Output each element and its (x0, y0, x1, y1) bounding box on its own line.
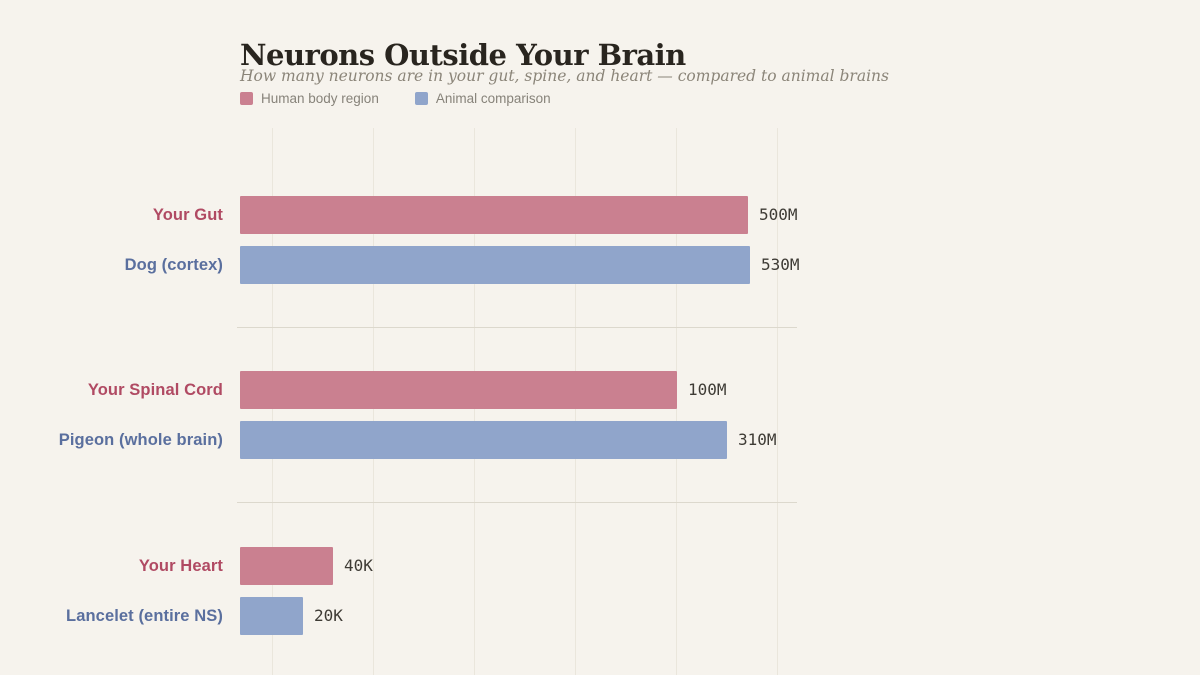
bar-animal (240, 421, 727, 459)
legend-swatch-animal (414, 92, 428, 105)
bar-human (240, 371, 677, 409)
category-label: Pigeon (whole brain) (58, 431, 223, 449)
bar-human (240, 196, 748, 234)
legend-label-animal: Animal comparison (435, 91, 551, 106)
vertical-gridline (777, 128, 778, 675)
value-label: 500M (759, 205, 798, 224)
legend-label-human: Human body region (261, 91, 379, 106)
legend: Human body region Animal comparison (240, 91, 551, 106)
category-label: Your Spinal Cord (87, 381, 223, 399)
category-label: Your Heart (138, 557, 223, 575)
value-label: 100M (688, 380, 727, 399)
category-label: Dog (cortex) (124, 256, 223, 274)
value-label: 310M (738, 430, 777, 449)
value-label: 40K (344, 556, 373, 575)
category-label: Lancelet (entire NS) (66, 607, 223, 625)
value-label: 530M (761, 255, 800, 274)
page-title: Neurons Outside Your Brain (240, 38, 686, 72)
category-label: Your Gut (152, 206, 223, 224)
bar-human (240, 547, 333, 585)
group-separator-line (237, 327, 797, 328)
bar-animal (240, 597, 303, 635)
bar-animal (240, 246, 750, 284)
group-separator-line (237, 502, 797, 503)
legend-item-human: Human body region (240, 91, 379, 106)
legend-swatch-human (240, 92, 253, 105)
value-label: 20K (314, 606, 343, 625)
page-subtitle: How many neurons are in your gut, spine,… (240, 67, 889, 85)
legend-item-animal: Animal comparison (414, 91, 551, 106)
